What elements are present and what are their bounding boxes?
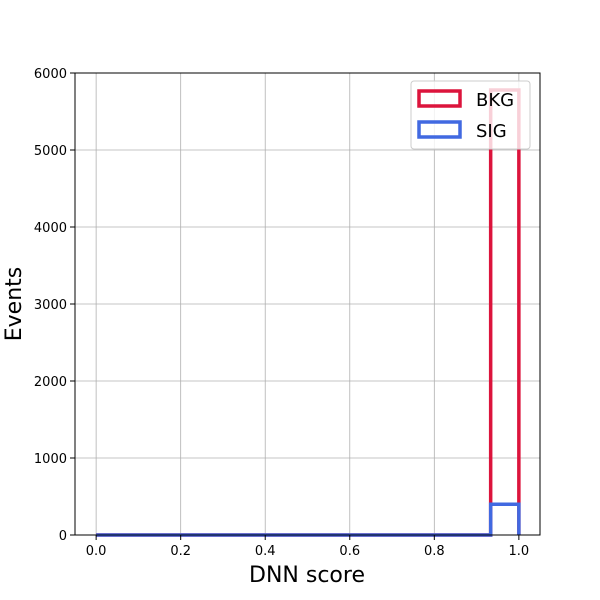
legend-label-bkg: BKG bbox=[476, 90, 514, 111]
x-tick-label: 0.6 bbox=[339, 544, 360, 559]
x-axis-title: DNN score bbox=[249, 563, 365, 588]
y-tick-label: 5000 bbox=[34, 144, 67, 159]
y-axis-title: Events bbox=[2, 267, 27, 342]
y-tick-label: 3000 bbox=[34, 298, 67, 313]
x-tick-label: 0.2 bbox=[170, 544, 191, 559]
x-axis-ticks: 0.0 0.2 0.4 0.6 0.8 1.0 bbox=[86, 535, 529, 559]
x-tick-label: 0.4 bbox=[255, 544, 276, 559]
y-tick-label: 2000 bbox=[34, 375, 67, 390]
y-tick-label: 6000 bbox=[34, 67, 67, 82]
legend-frame bbox=[410, 80, 531, 150]
x-tick-label: 0.0 bbox=[86, 544, 107, 559]
y-tick-label: 0 bbox=[59, 529, 67, 544]
x-tick-label: 1.0 bbox=[509, 544, 530, 559]
legend-swatch-sig bbox=[417, 120, 462, 139]
legend-label-sig: SIG bbox=[476, 121, 507, 142]
x-tick-label: 0.8 bbox=[424, 544, 445, 559]
legend: BKG SIG bbox=[410, 80, 531, 150]
y-tick-label: 1000 bbox=[34, 452, 67, 467]
y-axis-ticks: 0 1000 2000 3000 4000 5000 6000 bbox=[34, 67, 75, 544]
y-tick-label: 4000 bbox=[34, 221, 67, 236]
legend-swatch-bkg bbox=[417, 89, 462, 108]
